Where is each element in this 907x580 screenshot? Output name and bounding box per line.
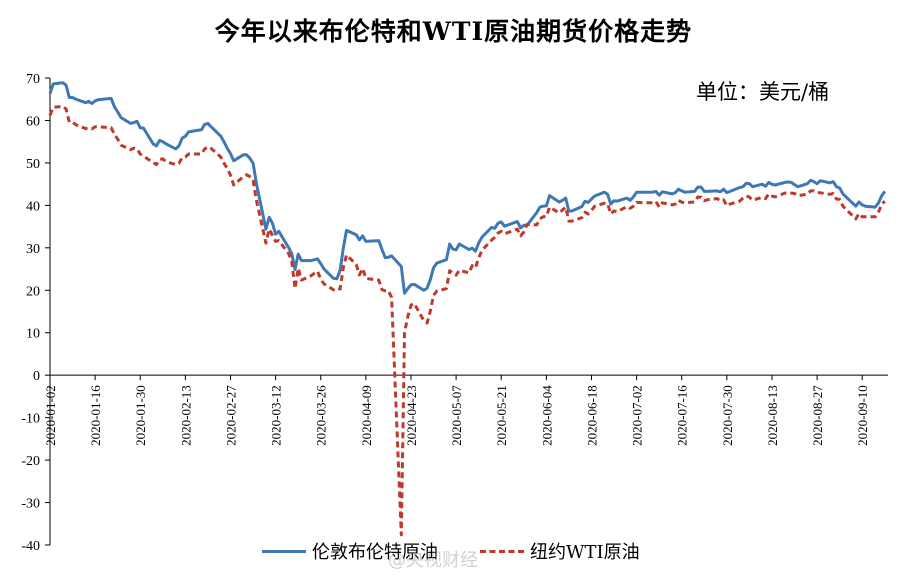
legend-item-wti: 纽约WTI原油 xyxy=(480,538,640,564)
unit-label: 单位：美元/桶 xyxy=(696,80,830,104)
x-tick-label: 2020-08-13 xyxy=(765,385,780,446)
chart-title: 今年以来布伦特和WTI原油期货价格走势 xyxy=(214,17,693,46)
x-tick-label: 2020-08-27 xyxy=(810,385,825,446)
x-tick-label: 2020-04-09 xyxy=(359,385,374,446)
x-tick-label: 2020-05-21 xyxy=(494,385,509,446)
y-tick-label: 50 xyxy=(26,157,40,172)
x-tick-label: 2020-07-30 xyxy=(720,385,735,446)
x-tick-label: 2020-01-16 xyxy=(88,385,103,446)
x-tick-label: 2020-06-18 xyxy=(584,385,599,446)
x-tick-label: 2020-01-02 xyxy=(43,385,58,446)
y-tick-label: -20 xyxy=(21,454,40,469)
x-tick-label: 2020-01-30 xyxy=(133,385,148,446)
y-tick-label: -10 xyxy=(21,412,40,427)
x-tick-label: 2020-07-16 xyxy=(675,385,690,446)
y-tick-label: 60 xyxy=(26,114,40,129)
legend-swatch-brent xyxy=(262,549,306,553)
x-tick-label: 2020-03-12 xyxy=(269,385,284,446)
x-tick-label: 2020-06-04 xyxy=(539,385,554,446)
x-tick-label: 2020-02-13 xyxy=(178,385,193,446)
x-tick-label: 2020-05-07 xyxy=(449,385,464,446)
x-tick-label: 2020-03-26 xyxy=(314,385,329,446)
x-tick-label: 2020-09-10 xyxy=(855,385,870,446)
series-line-brent xyxy=(48,81,887,295)
y-tick-label: 40 xyxy=(26,199,40,214)
y-tick-label: 10 xyxy=(26,327,40,342)
y-tick-label: 70 xyxy=(26,72,40,87)
y-tick-label: 20 xyxy=(26,284,40,299)
x-tick-label: 2020-02-27 xyxy=(223,385,238,446)
legend-swatch-wti xyxy=(480,549,524,553)
y-tick-label: 0 xyxy=(33,369,40,384)
legend-label-brent: 伦敦布伦特原油 xyxy=(312,542,438,563)
x-tick-label: 2020-07-02 xyxy=(630,385,645,446)
legend-label-wti: 纽约WTI原油 xyxy=(530,542,640,563)
y-tick-label: -40 xyxy=(21,539,40,554)
legend: 伦敦布伦特原油 纽约WTI原油 xyxy=(262,538,682,564)
legend-item-brent: 伦敦布伦特原油 xyxy=(262,538,438,564)
series-line-wti xyxy=(48,104,886,537)
x-tick-label: 2020-04-23 xyxy=(404,385,419,446)
y-tick-label: -30 xyxy=(21,497,40,512)
y-tick-label: 30 xyxy=(26,242,40,257)
watermark: @央视财经 xyxy=(388,550,478,571)
